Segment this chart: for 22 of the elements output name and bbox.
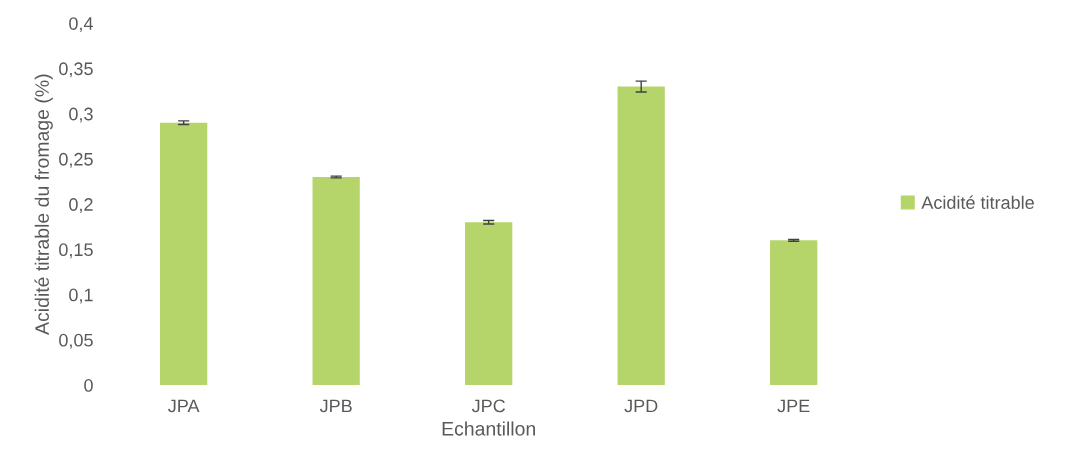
bar bbox=[617, 86, 665, 386]
bar bbox=[770, 240, 818, 386]
y-tick-label: 0,1 bbox=[69, 288, 93, 304]
y-tick-label: 0,35 bbox=[59, 62, 93, 78]
x-tick-label: JPC bbox=[471, 399, 506, 413]
x-tick-label: JPD bbox=[624, 399, 658, 413]
x-tick-label: JPE bbox=[777, 399, 810, 413]
y-axis-title: Acidité titrable du fromage (%) bbox=[34, 74, 53, 335]
y-tick-label: 0,3 bbox=[69, 107, 93, 123]
y-tick-label: 0,2 bbox=[69, 198, 93, 214]
y-tick-label: 0,05 bbox=[59, 333, 93, 349]
bar bbox=[160, 122, 208, 386]
x-tick-label: JPB bbox=[319, 399, 352, 413]
bar bbox=[465, 222, 513, 386]
x-tick-label: JPA bbox=[168, 399, 200, 413]
y-tick-label: 0,4 bbox=[69, 17, 93, 33]
x-axis-title: Echantillon bbox=[442, 421, 535, 436]
y-tick-label: 0 bbox=[84, 379, 93, 392]
bar bbox=[312, 177, 360, 386]
y-tick-label: 0,15 bbox=[59, 243, 93, 259]
legend-label: Acidité titrable bbox=[921, 195, 1034, 210]
y-tick-label: 0,25 bbox=[59, 152, 93, 168]
